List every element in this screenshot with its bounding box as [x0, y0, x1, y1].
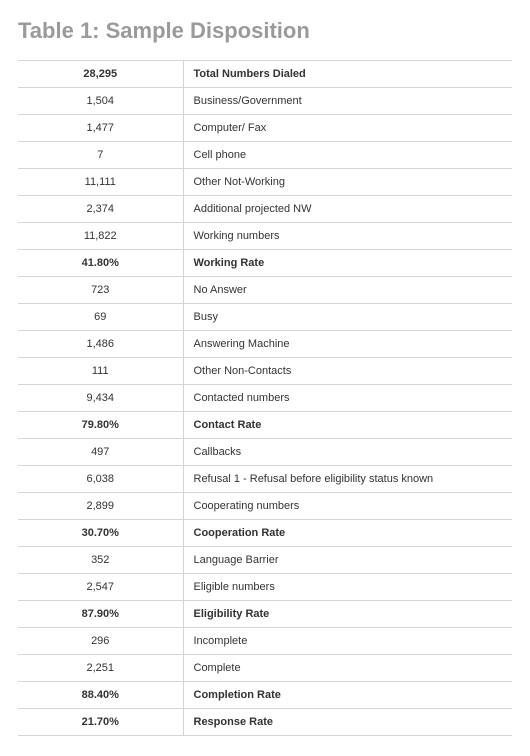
- label-cell: Completion Rate: [183, 682, 512, 709]
- table-row: 21.70%Response Rate: [18, 709, 512, 736]
- label-cell: Computer/ Fax: [183, 115, 512, 142]
- label-cell: Language Barrier: [183, 547, 512, 574]
- table-row: 723No Answer: [18, 277, 512, 304]
- value-cell: 9,434: [18, 385, 183, 412]
- table-row: 41.80%Working Rate: [18, 250, 512, 277]
- value-cell: 2,899: [18, 493, 183, 520]
- label-cell: Contact Rate: [183, 412, 512, 439]
- value-cell: 6,038: [18, 466, 183, 493]
- label-cell: Working Rate: [183, 250, 512, 277]
- label-cell: Callbacks: [183, 439, 512, 466]
- label-cell: Cell phone: [183, 142, 512, 169]
- value-cell: 88.40%: [18, 682, 183, 709]
- value-cell: 30.70%: [18, 520, 183, 547]
- value-cell: 1,486: [18, 331, 183, 358]
- table-row: 1,504Business/Government: [18, 88, 512, 115]
- value-cell: 69: [18, 304, 183, 331]
- table-row: 79.80%Contact Rate: [18, 412, 512, 439]
- table-row: 6,038Refusal 1 - Refusal before eligibil…: [18, 466, 512, 493]
- table-row: 352Language Barrier: [18, 547, 512, 574]
- table-row: 7Cell phone: [18, 142, 512, 169]
- table-row: 87.90%Eligibility Rate: [18, 601, 512, 628]
- value-cell: 497: [18, 439, 183, 466]
- label-cell: Business/Government: [183, 88, 512, 115]
- page-title: Table 1: Sample Disposition: [18, 18, 512, 44]
- table-row: 2,899Cooperating numbers: [18, 493, 512, 520]
- label-cell: Working numbers: [183, 223, 512, 250]
- value-cell: 7: [18, 142, 183, 169]
- table-row: 296Incomplete: [18, 628, 512, 655]
- label-cell: Response Rate: [183, 709, 512, 736]
- value-cell: 87.90%: [18, 601, 183, 628]
- table-row: 28,295Total Numbers Dialed: [18, 61, 512, 88]
- value-cell: 21.70%: [18, 709, 183, 736]
- value-cell: 723: [18, 277, 183, 304]
- label-cell: Incomplete: [183, 628, 512, 655]
- label-cell: Cooperating numbers: [183, 493, 512, 520]
- table-row: 30.70%Cooperation Rate: [18, 520, 512, 547]
- label-cell: Contacted numbers: [183, 385, 512, 412]
- table-row: 2,547Eligible numbers: [18, 574, 512, 601]
- label-cell: Eligibility Rate: [183, 601, 512, 628]
- label-cell: No Answer: [183, 277, 512, 304]
- table-row: 497Callbacks: [18, 439, 512, 466]
- label-cell: Busy: [183, 304, 512, 331]
- value-cell: 2,251: [18, 655, 183, 682]
- label-cell: Other Non-Contacts: [183, 358, 512, 385]
- table-row: 69Busy: [18, 304, 512, 331]
- label-cell: Other Not-Working: [183, 169, 512, 196]
- label-cell: Additional projected NW: [183, 196, 512, 223]
- value-cell: 11,822: [18, 223, 183, 250]
- value-cell: 296: [18, 628, 183, 655]
- value-cell: 1,477: [18, 115, 183, 142]
- label-cell: Complete: [183, 655, 512, 682]
- value-cell: 2,374: [18, 196, 183, 223]
- label-cell: Total Numbers Dialed: [183, 61, 512, 88]
- value-cell: 352: [18, 547, 183, 574]
- value-cell: 1,504: [18, 88, 183, 115]
- value-cell: 2,547: [18, 574, 183, 601]
- label-cell: Refusal 1 - Refusal before eligibility s…: [183, 466, 512, 493]
- table-row: 111Other Non-Contacts: [18, 358, 512, 385]
- table-row: 2,374Additional projected NW: [18, 196, 512, 223]
- label-cell: Cooperation Rate: [183, 520, 512, 547]
- table-row: 1,477Computer/ Fax: [18, 115, 512, 142]
- label-cell: Answering Machine: [183, 331, 512, 358]
- table-row: 11,111Other Not-Working: [18, 169, 512, 196]
- value-cell: 111: [18, 358, 183, 385]
- value-cell: 28,295: [18, 61, 183, 88]
- disposition-table: 28,295Total Numbers Dialed1,504Business/…: [18, 60, 512, 736]
- value-cell: 11,111: [18, 169, 183, 196]
- table-row: 2,251Complete: [18, 655, 512, 682]
- table-row: 1,486Answering Machine: [18, 331, 512, 358]
- label-cell: Eligible numbers: [183, 574, 512, 601]
- table-row: 11,822Working numbers: [18, 223, 512, 250]
- value-cell: 41.80%: [18, 250, 183, 277]
- value-cell: 79.80%: [18, 412, 183, 439]
- table-row: 88.40%Completion Rate: [18, 682, 512, 709]
- table-row: 9,434Contacted numbers: [18, 385, 512, 412]
